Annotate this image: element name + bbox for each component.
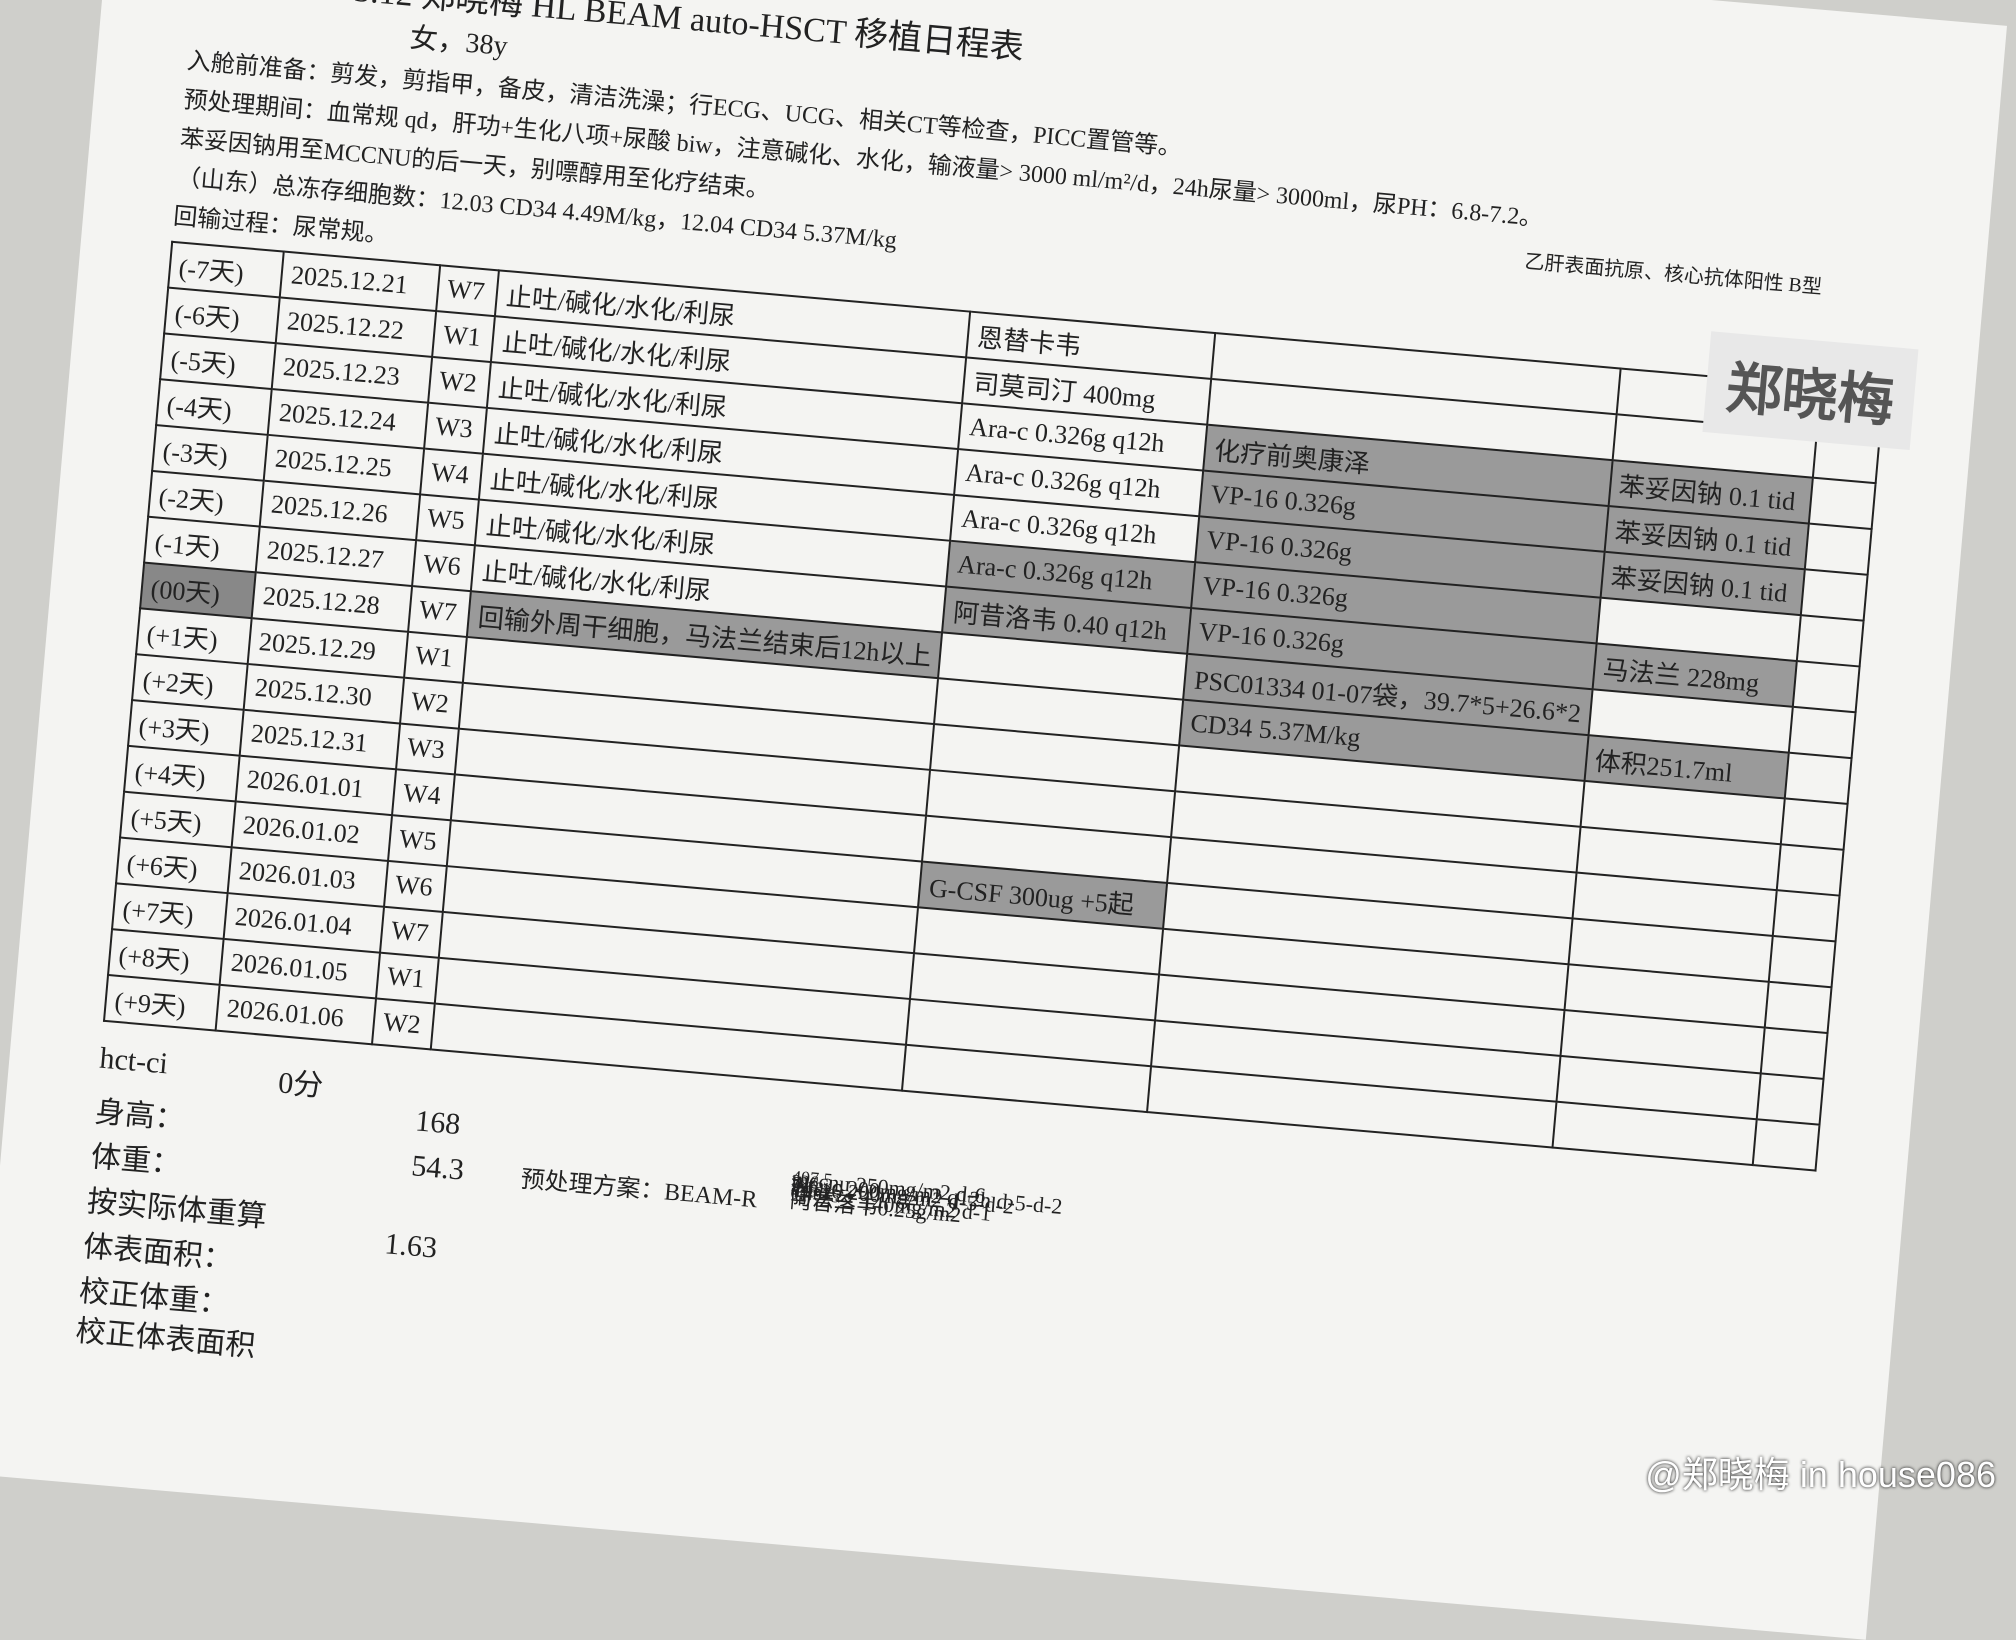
table-cell: W5 [388,815,451,866]
hct: hct-ci [98,1042,169,1082]
table-cell [1777,844,1843,895]
bsa: 1.63 [383,1227,438,1265]
table-cell: W1 [404,632,467,683]
table-cell: W2 [428,357,491,408]
table-cell: W3 [424,403,487,454]
table-cell: W2 [372,998,435,1049]
table-cell [1769,936,1835,987]
table-cell: W7 [436,265,499,316]
table-cell: W7 [380,907,443,958]
height-label: 身高： [93,1086,186,1138]
weight: 54.3 [410,1149,465,1187]
page: 5.12 郑晓梅 HL BEAM auto-HSCT 移植日程表 女，38y 入… [0,0,2016,1512]
table-cell [1785,753,1851,804]
table-cell: (+9天) [104,975,220,1031]
table-cell [1809,478,1875,529]
hct-score: 0分 [277,1057,326,1105]
table-cell [1793,661,1859,712]
table-cell: W1 [432,311,495,362]
table-cell: W4 [392,769,455,820]
table-cell [1781,798,1847,849]
table-cell: W6 [412,540,475,591]
table-cell: W2 [400,678,463,729]
table-cell: W5 [416,494,479,545]
table-cell: W3 [396,723,459,774]
weight-label: 体重： [90,1131,183,1183]
table-cell: W4 [420,449,483,500]
drug-amount: 0.4075 [790,1182,841,1207]
regimen: 预处理方案：BEAM-R [520,1159,759,1215]
table-cell [1805,524,1871,575]
table-cell [1789,707,1855,758]
adj-bsa: 校正体表面积 [74,1306,257,1366]
table-cell [1797,615,1863,666]
table-cell [1765,982,1831,1033]
height: 168 [414,1104,462,1142]
table-cell: W6 [384,861,447,912]
sticker: 郑晓梅 [1702,331,1918,450]
table-cell: W7 [408,586,471,637]
table-cell [1761,1028,1827,1079]
table-cell [1753,1119,1819,1170]
table-cell [1801,569,1867,620]
table-cell [1757,1073,1823,1124]
table-cell [1773,890,1839,941]
table-cell: W1 [376,953,439,1004]
watermark: @郑晓梅 in house086 [1645,1446,1996,1498]
